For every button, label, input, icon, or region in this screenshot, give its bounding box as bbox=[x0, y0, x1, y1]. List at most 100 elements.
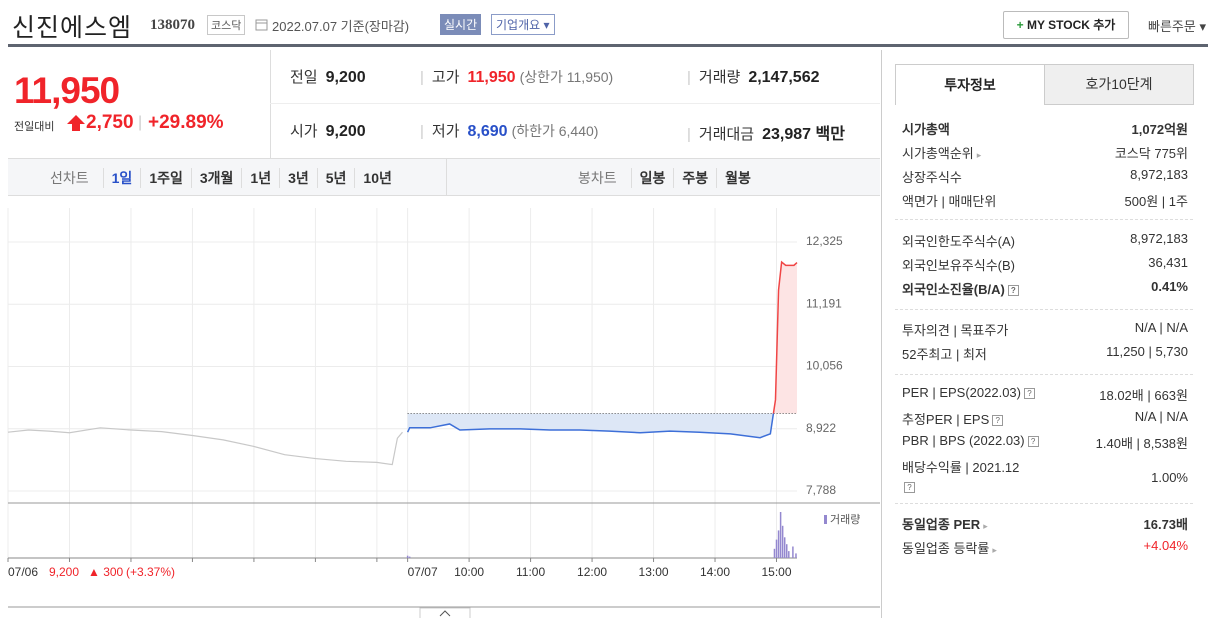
prev-rate: (+3.37%) bbox=[126, 565, 175, 579]
company-label: 기업개요 bbox=[496, 18, 541, 32]
info-row: PER | EPS(2022.03)? 18.02배 | 663원 bbox=[902, 385, 1188, 404]
info-value: N/A | N/A bbox=[1134, 320, 1188, 335]
help-icon[interactable]: ? bbox=[1027, 436, 1039, 448]
quote-label: 고가 bbox=[431, 69, 460, 86]
info-value: 8,972,183 bbox=[1130, 167, 1188, 182]
info-value: 36,431 bbox=[1148, 255, 1188, 270]
toggle-arrow bbox=[439, 610, 451, 617]
quote-value: 11,950 bbox=[467, 69, 516, 86]
quick-order[interactable]: 빠른주문 ▾ bbox=[1148, 19, 1206, 34]
info-row: 외국인보유주식수(B) 36,431 bbox=[902, 255, 1188, 274]
header-rule bbox=[8, 44, 1208, 47]
quick-order-label: 빠른주문 bbox=[1148, 19, 1196, 34]
section-divider bbox=[895, 374, 1193, 375]
x-tick-label: 07/07 bbox=[408, 565, 438, 579]
info-label-wrap: 외국인보유주식수(B) bbox=[902, 255, 1015, 274]
quote-value: 8,690 bbox=[467, 123, 508, 140]
tab-divider bbox=[446, 159, 447, 195]
prev-close: 9,200 bbox=[49, 565, 79, 579]
info-row: 추정PER | EPS? N/A | N/A bbox=[902, 409, 1188, 428]
tab[interactable]: 3년 bbox=[279, 168, 317, 188]
section-divider bbox=[895, 309, 1193, 310]
info-value: 16.73배 bbox=[1143, 517, 1189, 532]
mystock-label: MY STOCK 추가 bbox=[1027, 18, 1116, 32]
volume-bar bbox=[783, 537, 786, 558]
info-label: 상장주식수 bbox=[902, 170, 962, 185]
line-tabs: 선차트 1일 1주일 3개월 1년 3년 5년 10년 bbox=[42, 168, 400, 188]
info-label: 외국인보유주식수(B) bbox=[902, 258, 1016, 273]
quote: 전일 9,200 bbox=[290, 66, 366, 87]
info-row: PBR | BPS (2022.03)? 1.40배 | 8,538원 bbox=[902, 433, 1188, 452]
y-tick-label: 7,788 bbox=[806, 483, 836, 497]
info-label-wrap: PER | EPS(2022.03)? bbox=[902, 385, 1035, 404]
info-row: 배당수익률 | 2021.12? 1.00% bbox=[902, 457, 1188, 497]
quote-sub: (하한가 6,440) bbox=[511, 123, 599, 139]
y-tick-label: 10,056 bbox=[806, 359, 843, 373]
info-label-wrap: 배당수익률 | 2021.12? bbox=[902, 457, 1019, 493]
tab[interactable]: 1일 bbox=[102, 168, 141, 188]
tab[interactable]: 1년 bbox=[241, 168, 279, 188]
separator: | bbox=[420, 69, 424, 86]
tab[interactable]: 3개월 bbox=[190, 168, 242, 188]
separator: | bbox=[687, 126, 691, 143]
stock-name: 신진에스엠 bbox=[12, 14, 133, 42]
info-label: 액면가 | 매매단위 bbox=[902, 194, 997, 209]
volume-bar bbox=[773, 548, 776, 558]
volume-bar bbox=[406, 555, 409, 558]
info-value: 1.40배 | 8,538원 bbox=[1095, 436, 1188, 451]
quote-value: 2,147,562 bbox=[748, 69, 820, 86]
info-label-wrap: 액면가 | 매매단위 bbox=[902, 191, 996, 210]
current-price: 11,950 bbox=[14, 70, 120, 111]
quote-value: 23,987 백만 bbox=[762, 126, 845, 143]
company-button[interactable]: 기업개요 ▾ bbox=[491, 14, 555, 35]
info-row: 액면가 | 매매단위 500원 | 1주 bbox=[902, 191, 1188, 210]
info-value: 1.00% bbox=[1151, 469, 1188, 485]
quote-value: 9,200 bbox=[325, 123, 366, 140]
line bbox=[406, 413, 775, 439]
tab[interactable]: 주봉 bbox=[673, 168, 716, 188]
chart-tabs bbox=[8, 158, 880, 196]
info-value: 500원 | 1주 bbox=[1124, 194, 1188, 209]
info-row: 투자의견 | 목표주가 N/A | N/A bbox=[902, 320, 1188, 339]
volume-bar bbox=[779, 512, 782, 558]
volume-legend: 거래량 bbox=[830, 513, 860, 526]
info-label: PBR | BPS (2022.03) bbox=[902, 433, 1025, 448]
tab[interactable]: 1주일 bbox=[140, 168, 191, 188]
diff-label: 전일대비 bbox=[14, 121, 55, 133]
help-icon[interactable]: ? bbox=[904, 481, 915, 493]
help-icon[interactable]: ? bbox=[1024, 388, 1035, 400]
info-row: 동일업종 PER ▸ 16.73배 bbox=[902, 514, 1188, 533]
info-row: 외국인한도주식수(A) 8,972,183 bbox=[902, 231, 1188, 250]
tab[interactable]: 일봉 bbox=[630, 168, 674, 188]
quote: | 거래대금 23,987 백만 bbox=[687, 120, 845, 144]
quote-label: 저가 bbox=[431, 123, 460, 140]
separator: | bbox=[687, 69, 691, 86]
x-tick-label: 07/06 bbox=[8, 565, 38, 579]
section-divider bbox=[895, 503, 1193, 504]
help-icon[interactable]: ? bbox=[992, 415, 1004, 427]
quote-sub: (상한가 11,950) bbox=[519, 69, 614, 85]
tab[interactable]: 5년 bbox=[316, 168, 355, 188]
info-value: +4.04% bbox=[1143, 538, 1188, 553]
realtime-badge[interactable]: 실시간 bbox=[440, 14, 482, 35]
mystock-button[interactable]: + MY STOCK 추가 bbox=[1003, 11, 1129, 39]
line bbox=[772, 260, 798, 414]
tab[interactable]: 10년 bbox=[354, 168, 399, 188]
volume-bar bbox=[775, 539, 778, 558]
info-row: 시가총액 1,072억원 bbox=[902, 119, 1188, 138]
info-label-wrap: 상장주식수 bbox=[902, 167, 962, 186]
info-tab[interactable]: 투자정보 bbox=[895, 64, 1045, 105]
x-tick-label: 10:00 bbox=[454, 565, 484, 579]
tab[interactable]: 월봉 bbox=[716, 168, 759, 188]
x-tick-label: 12:00 bbox=[577, 565, 607, 579]
volume-bar bbox=[792, 546, 794, 558]
info-label-wrap: 시가총액순위 ▸ bbox=[902, 143, 981, 162]
toggle-button bbox=[419, 607, 471, 618]
arrow: ▸ bbox=[976, 150, 982, 160]
market-badge: 코스닥 bbox=[207, 15, 246, 35]
info-label-wrap: 추정PER | EPS? bbox=[902, 409, 1004, 428]
help-icon[interactable]: ? bbox=[1007, 285, 1019, 297]
tab-title: 선차트 bbox=[50, 170, 89, 186]
info-label: 동일업종 등락률 bbox=[902, 541, 990, 556]
orderbook-tab[interactable]: 호가10단계 bbox=[1044, 64, 1194, 105]
